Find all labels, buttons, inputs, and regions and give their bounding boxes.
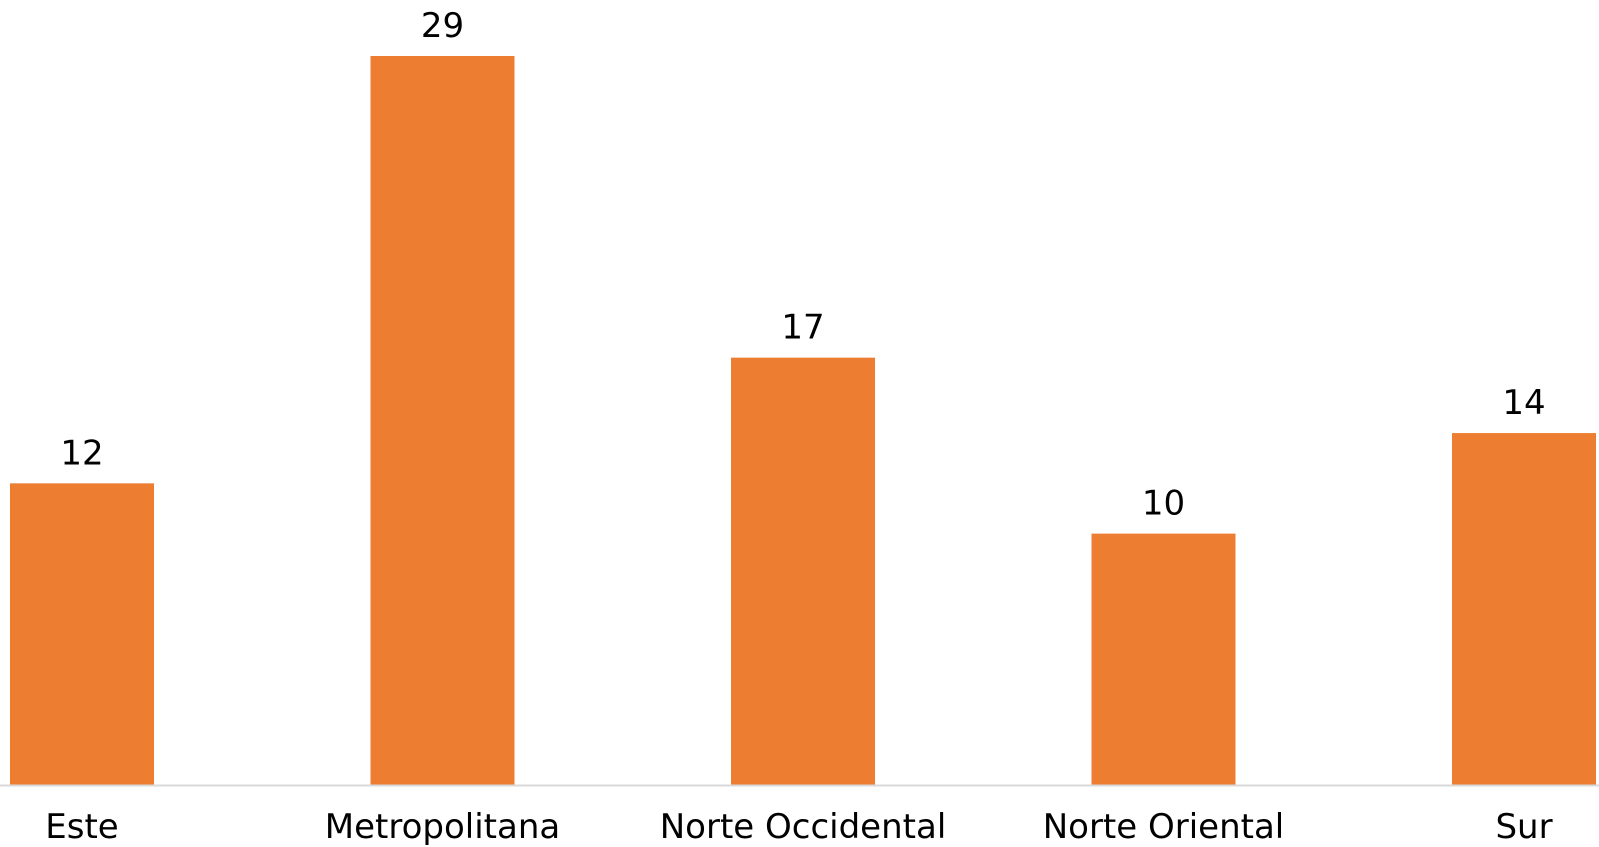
bar-norte-oriental — [1091, 533, 1236, 785]
data-label-norte-oriental: 10 — [1142, 484, 1185, 524]
bar-metropolitana — [370, 56, 515, 785]
bar-norte-occidental — [731, 357, 875, 785]
bars-group — [10, 56, 1596, 785]
bar-este — [10, 483, 154, 785]
category-label-sur: Sur — [1495, 807, 1552, 847]
category-label-este: Este — [45, 807, 118, 847]
category-labels-group: Este Metropolitana Norte Occidental Norte O… — [45, 807, 1552, 847]
bar-sur — [1452, 433, 1596, 785]
data-labels-group: 12 29 17 10 14 — [60, 6, 1545, 524]
data-label-este: 12 — [60, 433, 103, 473]
data-label-sur: 14 — [1502, 383, 1545, 423]
category-label-metropolitana: Metropolitana — [325, 807, 560, 847]
data-label-norte-occidental: 17 — [781, 308, 824, 348]
category-label-norte-oriental: Norte Oriental — [1043, 807, 1285, 847]
data-label-metropolitana: 29 — [421, 6, 464, 46]
category-label-norte-occidental: Norte Occidental — [660, 807, 947, 847]
